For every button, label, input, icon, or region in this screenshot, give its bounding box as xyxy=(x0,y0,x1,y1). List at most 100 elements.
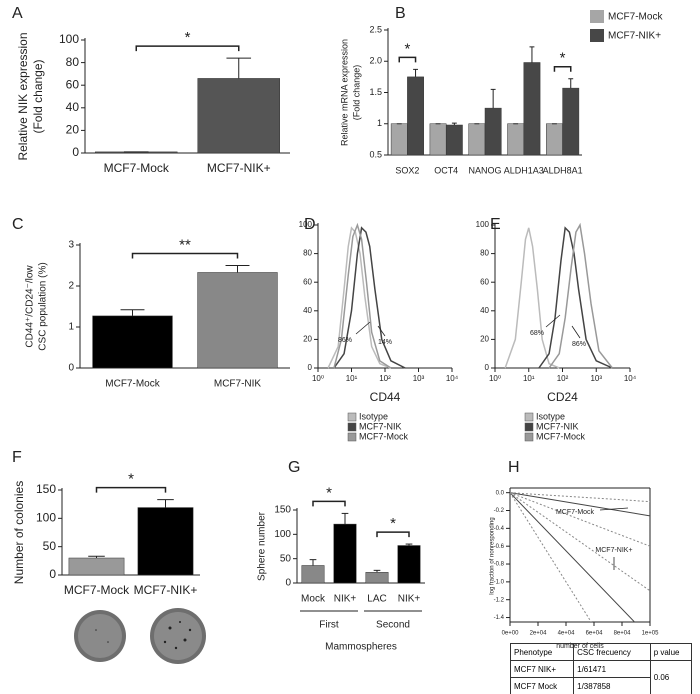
significance-label: * xyxy=(404,40,410,57)
x-tick-label: ALDH1A3 xyxy=(504,165,544,175)
y-tick-label: 0.0 xyxy=(496,490,505,496)
bar xyxy=(333,523,357,584)
y-tick-label: 100 xyxy=(36,511,56,525)
annotation-arrow xyxy=(545,314,561,328)
bar xyxy=(68,557,125,576)
annotation: 86% xyxy=(572,341,586,348)
significance-bracket xyxy=(398,56,417,63)
y-tick-label: 0 xyxy=(308,363,313,372)
annotation: 68% xyxy=(530,330,544,337)
y-tick-label: -0.6 xyxy=(494,544,505,550)
y-tick-label: 100 xyxy=(59,32,79,46)
series-line xyxy=(333,222,392,369)
bar xyxy=(507,123,525,156)
x-tick-label: NANOG xyxy=(468,165,501,175)
y-tick-label: 40 xyxy=(303,306,312,315)
y-axis-label: CD44⁺/CD24⁻/low xyxy=(25,265,36,348)
significance-bracket xyxy=(312,500,346,507)
bar xyxy=(197,78,280,154)
y-tick-label: -1.2 xyxy=(494,597,505,603)
panel-letter: G xyxy=(288,459,300,476)
y-tick-label: 60 xyxy=(66,77,80,91)
y-tick-label: 2 xyxy=(68,281,74,292)
bar xyxy=(562,87,580,156)
x-tick-label: MCF7-NIK+ xyxy=(207,161,271,175)
significance-label: * xyxy=(390,515,396,532)
significance-bracket xyxy=(95,486,167,493)
annotation-arrow xyxy=(571,325,581,339)
series-line xyxy=(510,492,650,592)
x-tick-label: 1e+05 xyxy=(642,631,660,637)
series-line xyxy=(510,492,636,622)
x-tick-label: 2e+04 xyxy=(530,631,548,637)
group-label: Second xyxy=(376,620,410,631)
colony-image xyxy=(74,608,206,664)
y-tick-label: 1.5 xyxy=(369,87,382,97)
bar xyxy=(546,123,563,156)
x-tick-label: 10⁴ xyxy=(446,374,459,383)
panel-letter: B xyxy=(395,5,406,22)
legend-label: MCF7-NIK+ xyxy=(608,31,661,42)
significance-bracket xyxy=(553,66,572,72)
y-tick-label: 1 xyxy=(377,118,382,128)
table-header: p value xyxy=(649,643,693,661)
y-tick-label: 2.5 xyxy=(369,24,382,34)
legend-label: MCF7-NIK xyxy=(536,421,579,431)
legend-swatch xyxy=(347,422,357,432)
y-tick-label: 60 xyxy=(480,277,489,286)
y-tick-label: 40 xyxy=(66,100,80,114)
y-axis-label: (Fold change) xyxy=(351,65,361,121)
x-tick-label: 10² xyxy=(557,374,569,383)
table-cell: 0.06 xyxy=(649,660,693,694)
x-tick-label: MCF7-Mock xyxy=(105,379,160,390)
y-tick-label: 0 xyxy=(72,145,79,159)
bar xyxy=(468,123,486,156)
y-tick-label: 20 xyxy=(66,123,80,137)
x-tick-label: 10³ xyxy=(413,374,425,383)
x-axis-label: CD24 xyxy=(547,390,578,404)
series-line xyxy=(510,492,650,503)
bar xyxy=(365,572,389,584)
table-cell: 1/61471 xyxy=(573,660,651,678)
y-tick-label: 100 xyxy=(274,529,291,540)
significance-label: ** xyxy=(179,236,191,253)
y-tick-label: 150 xyxy=(36,482,56,496)
significance-bracket xyxy=(131,252,239,259)
x-tick-label: 10² xyxy=(379,374,391,383)
x-tick-label: MCF7-Mock xyxy=(104,161,170,175)
table-header: CSC frecuency xyxy=(573,643,651,661)
legend-label: MCF7-Mock xyxy=(359,431,408,441)
x-tick-label: Mock xyxy=(301,594,326,605)
legend-label: MCF7-Mock xyxy=(536,431,585,441)
y-tick-label: -1.0 xyxy=(494,579,505,585)
legend-swatch xyxy=(590,10,604,23)
y-axis-label: (Fold change) xyxy=(31,59,45,133)
x-tick-label: SOX2 xyxy=(395,165,419,175)
annotation: 14% xyxy=(378,339,392,346)
y-tick-label: 3 xyxy=(68,240,74,251)
x-tick-label: NIK+ xyxy=(334,594,357,605)
series-line xyxy=(504,227,560,369)
y-tick-label: 0.5 xyxy=(369,149,382,159)
y-axis-label: Number of colonies xyxy=(12,481,26,584)
legend-swatch xyxy=(524,422,534,432)
x-tick-label: OCT4 xyxy=(434,165,458,175)
significance-bracket xyxy=(376,531,410,538)
series-line xyxy=(538,226,613,369)
x-tick-label: ALDH8A1 xyxy=(543,165,583,175)
y-tick-label: 0 xyxy=(285,578,291,589)
table-header: Phenotype xyxy=(509,643,575,661)
x-tick-label: 10⁴ xyxy=(624,374,637,383)
x-tick-label: 10¹ xyxy=(523,374,535,383)
legend-label: MCF7-NIK xyxy=(359,421,402,431)
significance-label: * xyxy=(560,50,566,67)
group-label: First xyxy=(319,620,339,631)
annotation: MCF7-NIK+ xyxy=(595,547,632,554)
table-cell: 1/387858 xyxy=(573,677,651,694)
annotation-arrow xyxy=(599,507,629,511)
legend-label: Isotype xyxy=(359,411,388,421)
x-tick-label: 10⁰ xyxy=(312,374,324,383)
x-tick-label: MCF7-NIK xyxy=(214,379,262,390)
x-tick-label: 4e+04 xyxy=(558,631,576,637)
